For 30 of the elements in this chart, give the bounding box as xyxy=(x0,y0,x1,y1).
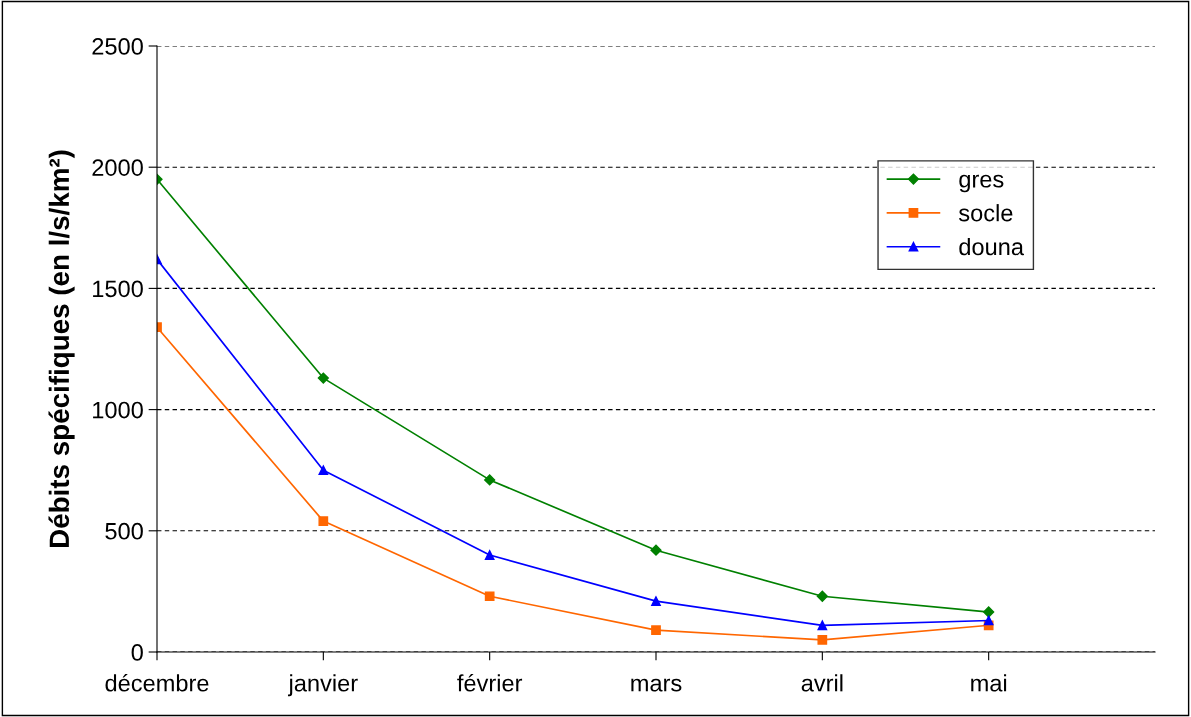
point xyxy=(651,625,661,636)
point xyxy=(484,474,496,486)
x-tick-label: février xyxy=(457,673,523,692)
x-tick-label: mai xyxy=(971,674,1007,692)
point xyxy=(816,590,828,602)
y-tick-label: 1500 xyxy=(93,280,143,298)
legend-label: douna xyxy=(959,237,1024,256)
point xyxy=(318,465,329,476)
point xyxy=(651,596,661,606)
y-tick-label: 500 xyxy=(105,522,143,540)
point xyxy=(484,550,495,560)
y-axis-title: Débits spécifiques (en l/s/km²) xyxy=(48,150,75,548)
y-tick-label: 0 xyxy=(131,644,143,661)
point xyxy=(983,606,995,618)
point xyxy=(817,620,828,631)
y-tick-label: 2000 xyxy=(92,159,143,176)
y-tick-label: 2500 xyxy=(92,38,143,55)
x-tick-label: janvier xyxy=(287,674,358,697)
point xyxy=(318,516,329,526)
point xyxy=(817,635,828,645)
y-tick-label: 1000 xyxy=(93,401,143,419)
legend-label: socle xyxy=(958,204,1013,222)
legend-label: gres xyxy=(959,174,1004,193)
x-tick-label: décembre xyxy=(105,673,209,692)
point xyxy=(317,372,329,384)
point xyxy=(484,591,495,602)
x-tick-label: mars xyxy=(631,678,682,692)
point xyxy=(650,544,662,556)
x-tick-label: avril xyxy=(801,674,843,692)
point xyxy=(983,615,994,626)
